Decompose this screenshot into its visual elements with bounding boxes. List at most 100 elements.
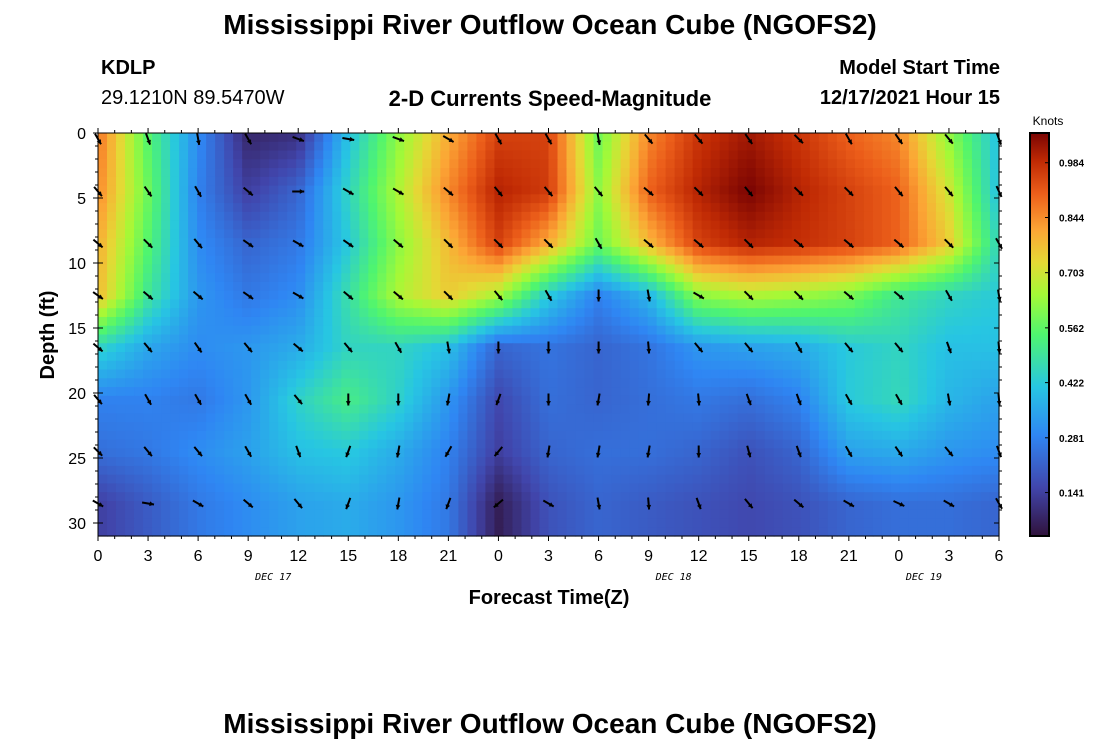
heatmap-cell: [809, 255, 820, 266]
heatmap-cell: [431, 360, 441, 371]
heatmap-cell: [575, 439, 586, 449]
heatmap-cell: [539, 474, 550, 485]
heatmap-cell: [476, 387, 487, 397]
heatmap-cell: [899, 168, 910, 178]
heatmap-cell: [206, 360, 216, 371]
heatmap-cell: [341, 141, 351, 152]
heatmap-cell: [845, 483, 856, 493]
heatmap-cell: [872, 430, 883, 441]
heatmap-cell: [503, 168, 514, 178]
heatmap-cell: [962, 273, 973, 283]
heatmap-cell: [269, 448, 279, 458]
heatmap-cell: [566, 176, 577, 187]
heatmap-cell: [332, 492, 342, 502]
heatmap-cell: [791, 500, 802, 511]
heatmap-cell: [323, 352, 333, 362]
heatmap-cell: [440, 500, 450, 511]
heatmap-cell: [881, 448, 892, 458]
heatmap-cell: [611, 395, 622, 406]
heatmap-cell: [854, 422, 865, 432]
heatmap-cell: [233, 246, 243, 257]
heatmap-cell: [800, 159, 811, 169]
heatmap-cell: [854, 439, 865, 449]
heatmap-cell: [521, 264, 532, 274]
current-arrow: [394, 341, 403, 354]
heatmap-cell: [647, 430, 658, 441]
heatmap-cell: [620, 159, 631, 169]
heatmap-cell: [278, 378, 288, 388]
heatmap-cell: [746, 150, 757, 160]
heatmap-cell: [980, 299, 991, 309]
x-axis-label: Forecast Time(Z): [469, 587, 630, 609]
heatmap-cell: [962, 430, 973, 441]
heatmap-cell: [233, 378, 243, 388]
heatmap-cell: [143, 492, 153, 502]
heatmap-cell: [251, 404, 261, 414]
heatmap-cell: [152, 448, 162, 458]
heatmap-cell: [503, 316, 514, 327]
heatmap-cell: [287, 448, 297, 458]
heatmap-cell: [881, 465, 892, 476]
heatmap-cell: [647, 413, 658, 423]
heatmap-cell: [737, 413, 748, 423]
heatmap-cell: [260, 133, 270, 143]
heatmap-cell: [863, 500, 874, 511]
heatmap-cell: [152, 150, 162, 160]
heatmap-cell: [116, 509, 126, 520]
heatmap-cell: [440, 527, 450, 537]
heatmap-cell: [512, 430, 523, 441]
heatmap-cell: [530, 483, 541, 493]
heatmap-cell: [620, 527, 631, 537]
heatmap-cell: [917, 500, 928, 511]
heatmap-cell: [458, 150, 469, 160]
heatmap-cell: [674, 527, 685, 537]
heatmap-cell: [665, 316, 676, 327]
heatmap-cell: [404, 316, 414, 327]
heatmap-cell: [602, 150, 613, 160]
heatmap-cell: [638, 500, 649, 511]
heatmap-cell: [152, 439, 162, 449]
heatmap-cell: [827, 325, 838, 336]
heatmap-cell: [746, 281, 757, 292]
heatmap-cell: [485, 430, 496, 441]
heatmap-cell: [134, 325, 144, 336]
heatmap-cell: [953, 281, 964, 292]
heatmap-cell: [863, 238, 874, 248]
heatmap-cell: [638, 404, 649, 414]
heatmap-cell: [242, 518, 252, 528]
heatmap-cell: [413, 255, 423, 266]
heatmap-cell: [125, 238, 135, 248]
heatmap-cell: [431, 290, 441, 301]
heatmap-cell: [179, 220, 189, 230]
heatmap-cell: [647, 500, 658, 511]
heatmap-cell: [278, 404, 288, 414]
heatmap-cell: [557, 413, 568, 423]
heatmap-cell: [836, 509, 847, 520]
heatmap-cell: [377, 352, 387, 362]
heatmap-cell: [440, 413, 450, 423]
heatmap-cell: [836, 185, 847, 195]
heatmap-cell: [512, 457, 523, 467]
heatmap-cell: [251, 229, 261, 239]
heatmap-cell: [548, 387, 559, 397]
heatmap-cell: [152, 229, 162, 239]
heatmap-cell: [962, 404, 973, 414]
heatmap-cell: [503, 159, 514, 169]
heatmap-cell: [152, 203, 162, 213]
heatmap-cell: [332, 474, 342, 485]
heatmap-cell: [233, 159, 243, 169]
heatmap-cell: [665, 141, 676, 152]
heatmap-cell: [161, 360, 171, 371]
heatmap-cell: [314, 159, 324, 169]
heatmap-cell: [224, 360, 234, 371]
heatmap-cell: [809, 133, 820, 143]
heatmap-cell: [566, 133, 577, 143]
heatmap-cell: [809, 439, 820, 449]
heatmap-cell: [386, 474, 396, 485]
heatmap-cell: [719, 203, 730, 213]
heatmap-cell: [611, 150, 622, 160]
heatmap-cell: [584, 150, 595, 160]
heatmap-cell: [953, 211, 964, 222]
heatmap-cell: [458, 509, 469, 520]
heatmap-cell: [611, 238, 622, 248]
